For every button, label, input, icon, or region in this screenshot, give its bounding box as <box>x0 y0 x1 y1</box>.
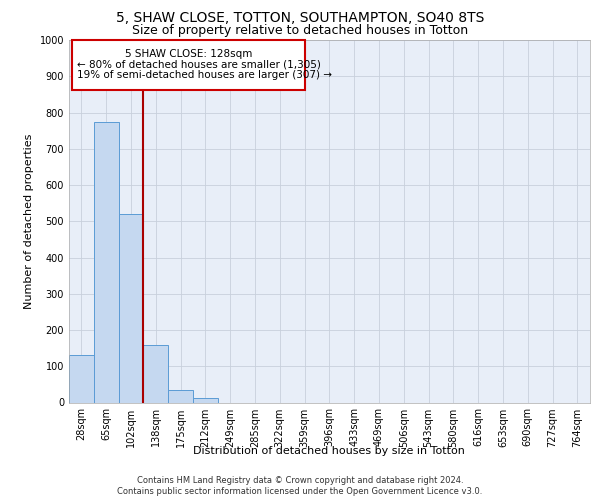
Text: 19% of semi-detached houses are larger (307) →: 19% of semi-detached houses are larger (… <box>77 70 332 80</box>
Bar <box>193 398 218 402</box>
Bar <box>69 356 94 403</box>
Text: Contains HM Land Registry data © Crown copyright and database right 2024.: Contains HM Land Registry data © Crown c… <box>137 476 463 485</box>
Text: Distribution of detached houses by size in Totton: Distribution of detached houses by size … <box>193 446 465 456</box>
Y-axis label: Number of detached properties: Number of detached properties <box>24 134 34 309</box>
Text: Size of property relative to detached houses in Totton: Size of property relative to detached ho… <box>132 24 468 37</box>
Text: ← 80% of detached houses are smaller (1,305): ← 80% of detached houses are smaller (1,… <box>77 60 321 70</box>
Text: 5, SHAW CLOSE, TOTTON, SOUTHAMPTON, SO40 8TS: 5, SHAW CLOSE, TOTTON, SOUTHAMPTON, SO40… <box>116 11 484 25</box>
Text: Contains public sector information licensed under the Open Government Licence v3: Contains public sector information licen… <box>118 488 482 496</box>
Bar <box>168 390 193 402</box>
Bar <box>143 344 168 403</box>
Bar <box>119 214 143 402</box>
Text: 5 SHAW CLOSE: 128sqm: 5 SHAW CLOSE: 128sqm <box>125 49 252 59</box>
Bar <box>72 40 305 90</box>
Bar <box>94 122 119 402</box>
